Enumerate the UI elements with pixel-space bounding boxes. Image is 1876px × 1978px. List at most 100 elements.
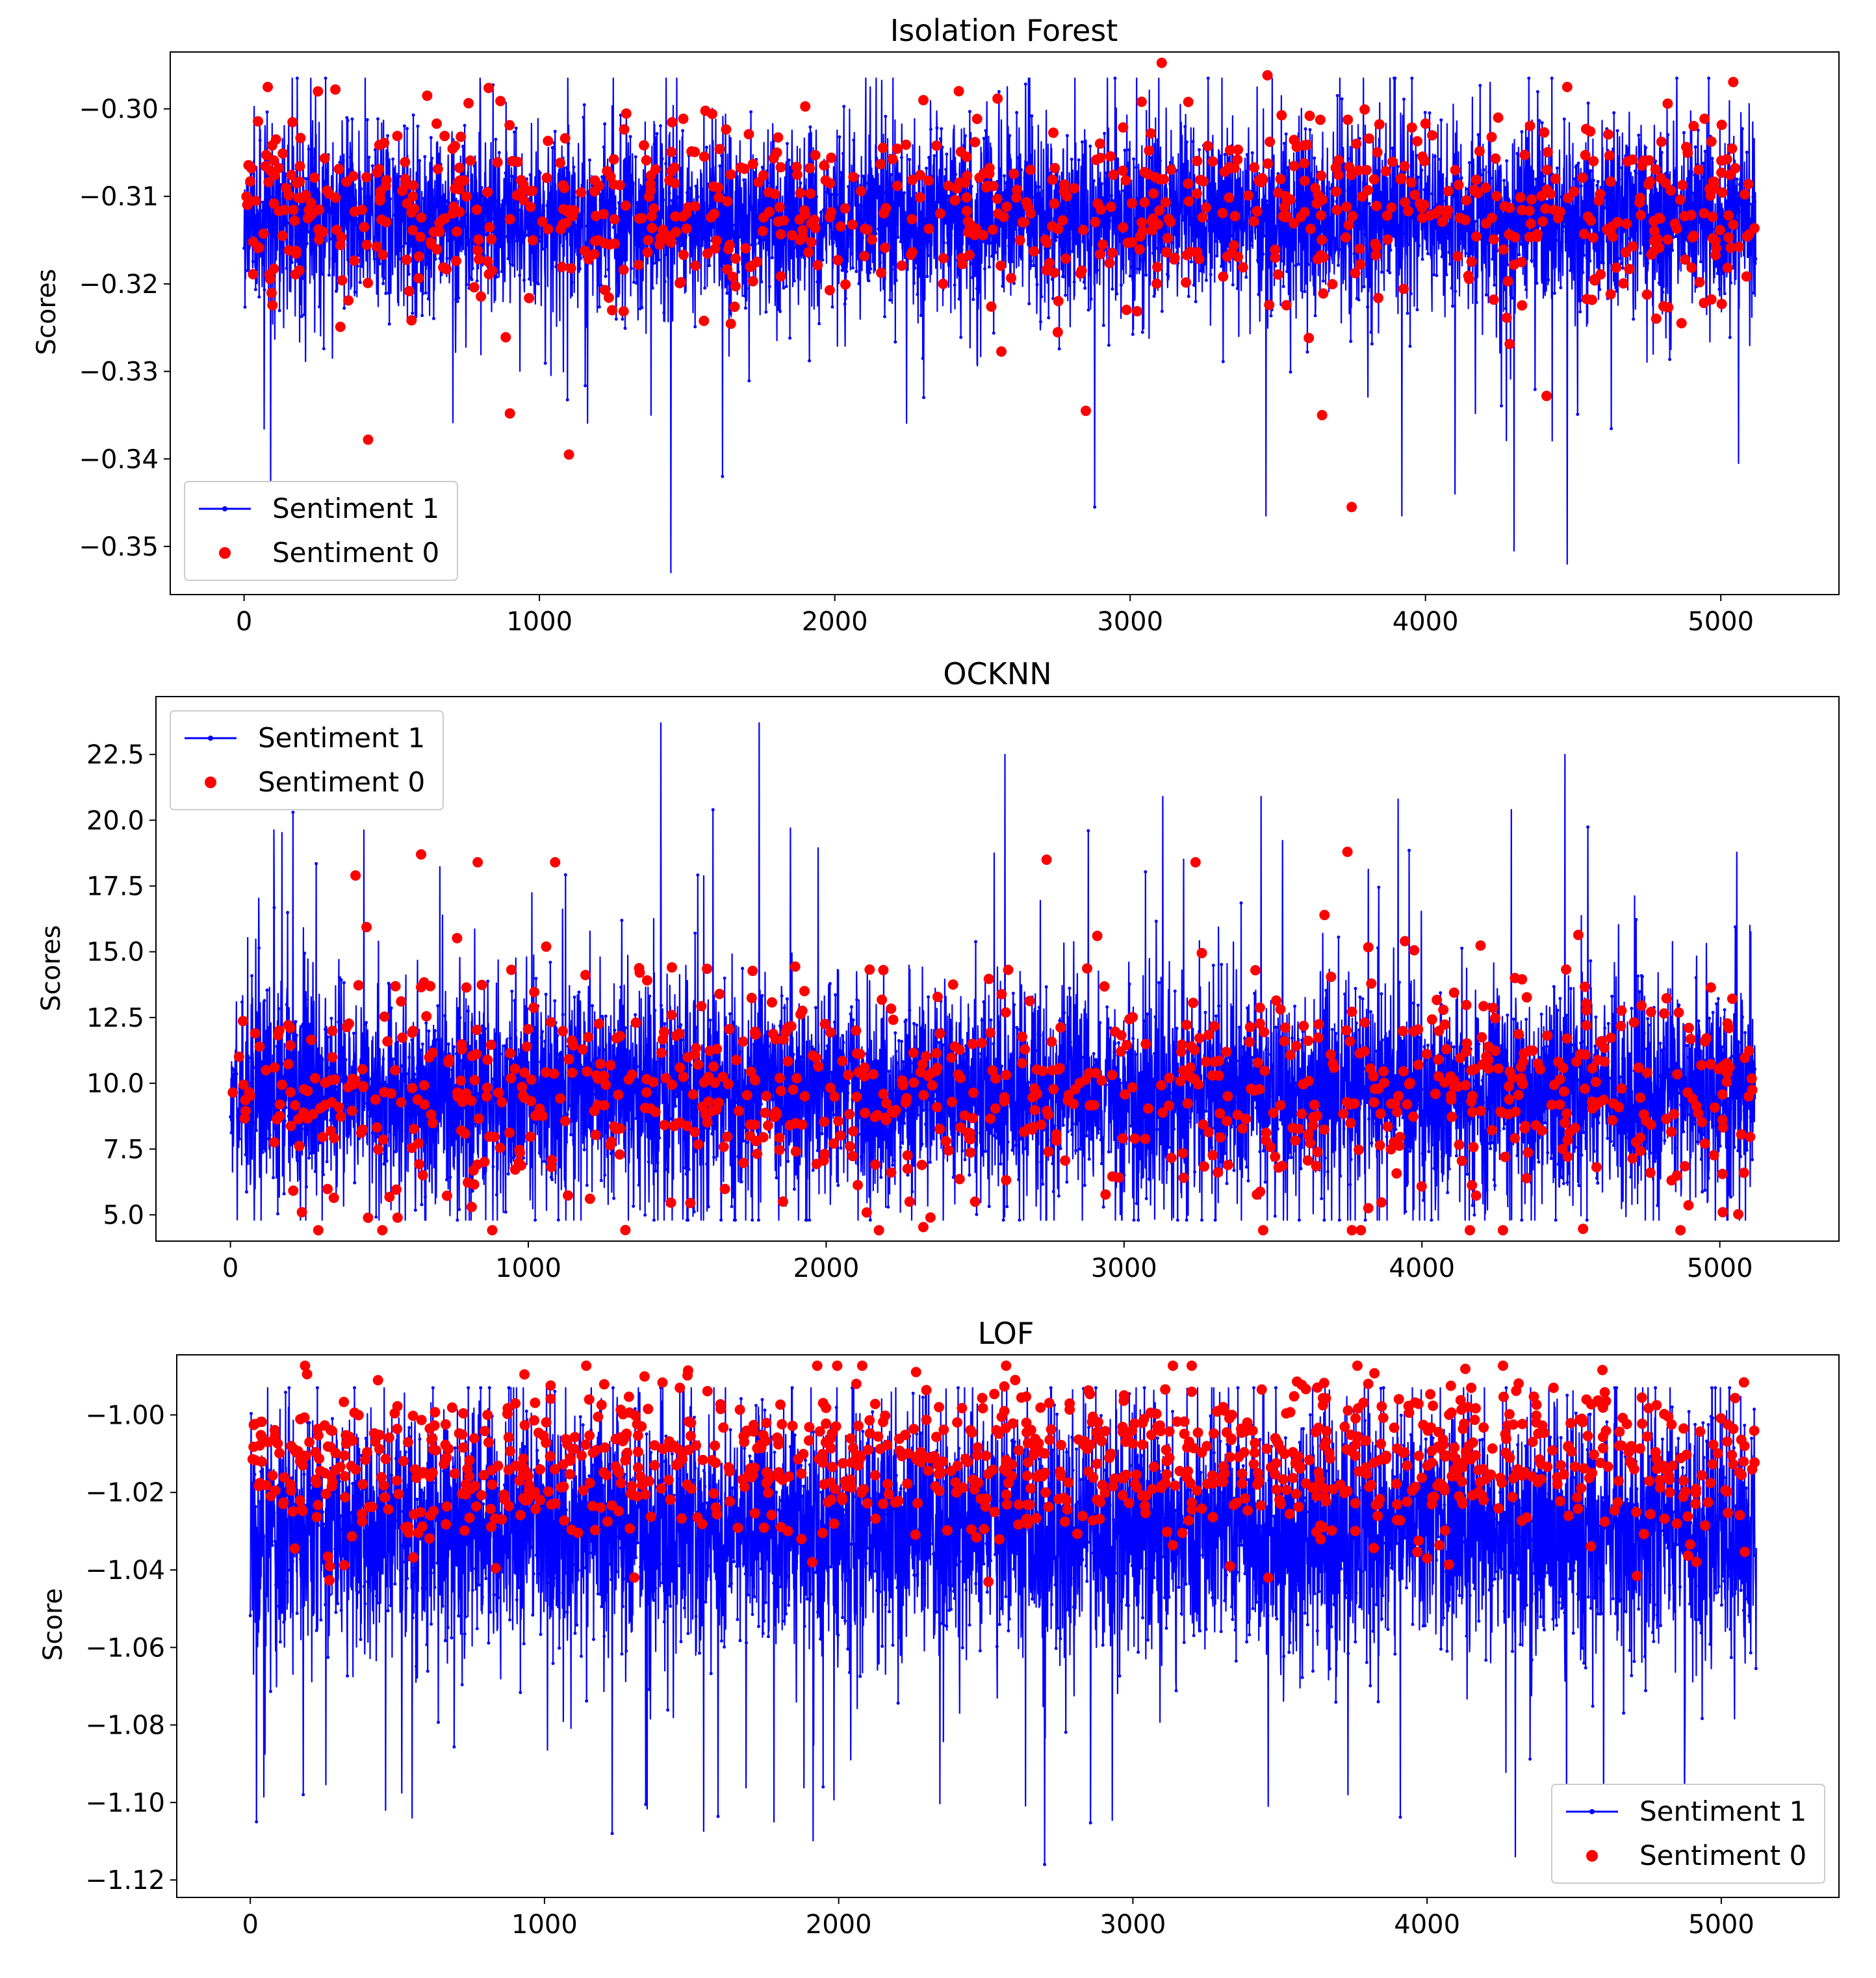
sentiment-0-point: [392, 1212, 403, 1223]
sentiment-0-point: [1686, 210, 1697, 220]
sentiment-0-point: [773, 132, 784, 143]
sentiment-0-point: [853, 1066, 864, 1077]
sentiment-0-point: [1717, 1122, 1728, 1133]
sentiment-0-point: [1331, 186, 1342, 197]
sentiment-0-point: [370, 1436, 381, 1447]
sentiment-0-point: [745, 1119, 756, 1130]
sentiment-0-point: [1637, 1419, 1648, 1429]
sentiment-0-point: [341, 1430, 352, 1441]
sentiment-0-point: [1343, 1405, 1354, 1416]
sentiment-0-point: [632, 1462, 643, 1473]
sentiment-0-point: [504, 408, 515, 419]
sentiment-0-point: [902, 1478, 913, 1489]
sentiment-0-point: [931, 1432, 942, 1443]
sentiment-0-point: [1691, 1484, 1701, 1495]
sentiment-0-point: [1250, 965, 1261, 976]
sentiment-0-point: [642, 247, 653, 258]
sentiment-0-point: [483, 1437, 494, 1448]
sentiment-0-point: [1179, 1428, 1190, 1439]
sentiment-0-point: [1386, 1098, 1396, 1109]
sentiment-0-point: [907, 174, 918, 185]
sentiment-0-point: [977, 1403, 988, 1414]
sentiment-0-point: [1285, 194, 1296, 205]
sentiment-0-point: [938, 278, 949, 289]
sentiment-0-point: [559, 1515, 570, 1526]
sentiment-0-point: [1146, 1430, 1157, 1441]
sentiment-0-point: [1203, 1127, 1214, 1138]
sentiment-0-point: [1603, 129, 1613, 140]
sentiment-0-point: [923, 224, 934, 235]
sentiment-0-point: [1501, 313, 1512, 323]
sentiment-0-point: [1677, 179, 1688, 190]
sentiment-0-point: [861, 1207, 872, 1218]
sentiment-0-point: [618, 306, 629, 317]
sentiment-0-point: [322, 1441, 333, 1452]
sentiment-0-point: [507, 156, 518, 166]
sentiment-0-point: [1218, 1476, 1229, 1487]
y-tick-label: −0.31: [79, 182, 159, 212]
sentiment-0-point: [1368, 174, 1380, 185]
sentiment-0-point: [1738, 1167, 1749, 1178]
sentiment-0-point: [880, 1410, 891, 1421]
sentiment-0-point: [1042, 237, 1052, 248]
y-axis-label: Scores: [36, 925, 66, 1012]
sentiment-0-point: [777, 1419, 788, 1430]
sentiment-0-point: [1053, 1493, 1064, 1504]
y-axis-label: Scores: [32, 269, 62, 355]
sentiment-0-point: [427, 1118, 438, 1129]
sentiment-0-point: [414, 1159, 425, 1170]
sentiment-0-point: [699, 315, 710, 326]
sentiment-0-point: [1490, 1012, 1500, 1023]
sentiment-0-point: [549, 1464, 560, 1475]
sentiment-0-point: [327, 1426, 337, 1436]
sentiment-0-point: [1392, 1499, 1402, 1510]
sentiment-0-point: [1605, 1033, 1616, 1044]
sentiment-0-point: [1027, 1124, 1038, 1135]
sentiment-0-point: [1302, 1155, 1313, 1166]
sentiment-0-point: [752, 1148, 763, 1159]
sentiment-0-point: [556, 1482, 567, 1493]
sentiment-0-point: [563, 1054, 574, 1064]
sentiment-0-point: [799, 986, 810, 997]
sentiment-0-point: [1537, 216, 1548, 227]
sentiment-0-point: [1554, 1496, 1565, 1507]
sentiment-0-point: [1389, 1137, 1400, 1148]
sentiment-0-point: [1627, 241, 1638, 252]
sentiment-0-point: [1641, 289, 1652, 300]
sentiment-0-point: [718, 1141, 729, 1152]
sentiment-0-point: [1600, 1396, 1612, 1407]
sentiment-0-point: [1722, 263, 1733, 274]
y-tick-label: −0.32: [79, 270, 159, 300]
sentiment-0-point: [1650, 164, 1661, 175]
sentiment-0-point: [464, 1471, 474, 1482]
sentiment-0-point: [1426, 1014, 1437, 1025]
sentiment-0-point: [710, 1458, 721, 1469]
sentiment-0-point: [1188, 997, 1199, 1008]
sentiment-0-point: [1672, 1069, 1683, 1080]
sentiment-0-point: [879, 242, 890, 253]
sentiment-0-point: [667, 1079, 677, 1090]
sentiment-0-point: [427, 1467, 438, 1478]
sentiment-0-point: [1192, 1427, 1203, 1438]
sentiment-0-point: [1229, 211, 1240, 222]
sentiment-0-point: [1632, 1571, 1642, 1582]
sentiment-0-point: [992, 194, 1003, 204]
sentiment-0-point: [472, 1159, 483, 1170]
sentiment-0-point: [1649, 225, 1660, 237]
y-tick-label: 10.0: [86, 1069, 144, 1099]
sentiment-0-point: [1636, 1392, 1647, 1403]
sentiment-0-point: [1379, 1077, 1389, 1088]
sentiment-0-point: [434, 218, 445, 229]
sentiment-0-point: [558, 1025, 569, 1036]
sentiment-0-point: [897, 1450, 907, 1461]
sentiment-0-point: [918, 95, 929, 106]
sentiment-0-point: [1024, 1499, 1035, 1510]
sentiment-0-point: [1676, 318, 1687, 329]
sentiment-0-point: [659, 1120, 670, 1131]
sentiment-0-point: [1400, 197, 1411, 208]
sentiment-0-point: [1042, 1105, 1053, 1116]
sentiment-0-point: [1252, 1479, 1263, 1490]
sentiment-0-point: [480, 1426, 490, 1437]
sentiment-0-point: [324, 1561, 335, 1572]
x-tick-label: 5000: [1687, 1253, 1753, 1283]
